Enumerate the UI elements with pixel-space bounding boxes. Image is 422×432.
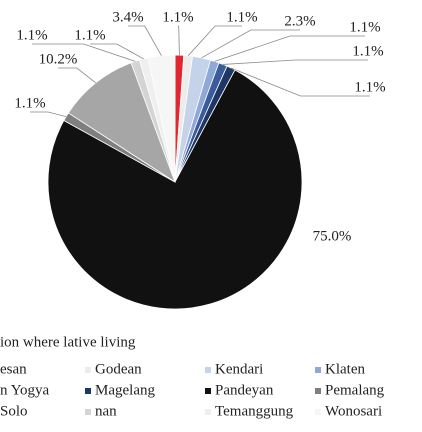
legend-marker: [315, 409, 321, 415]
leader-line: [30, 111, 67, 118]
legend-marker: [205, 409, 211, 415]
legend-label: Magelang: [95, 382, 155, 398]
leader-line: [230, 67, 370, 97]
data-label: 75.0%: [313, 228, 352, 244]
legend-marker: [85, 388, 91, 394]
legend-marker: [85, 409, 91, 415]
legend-marker: [85, 367, 91, 373]
legend-marker: [205, 388, 211, 394]
leader-line: [201, 29, 300, 59]
leader-line: [58, 67, 96, 84]
leader-line: [187, 25, 242, 56]
legend-label: Klaten: [325, 361, 365, 377]
data-label: 1.1%: [354, 79, 385, 95]
data-label: 2.3%: [284, 13, 315, 29]
leader-line: [128, 25, 162, 56]
legend-label: Pandeyan: [215, 382, 274, 398]
data-label: 1.1%: [226, 9, 257, 25]
legend-title: ion where lative living: [0, 334, 136, 350]
legend-label: Pemalang: [325, 382, 385, 398]
data-label: 1.1%: [162, 9, 193, 25]
data-label: 1.1%: [74, 27, 105, 43]
leader-line: [222, 59, 368, 65]
legend-marker: [315, 367, 321, 373]
data-label: 3.4%: [112, 9, 143, 25]
legend-label: nan: [95, 403, 117, 419]
data-label: 1.1%: [16, 27, 47, 43]
leader-line: [178, 25, 180, 56]
pie-slice: [47, 69, 303, 310]
data-label: 1.1%: [349, 19, 380, 35]
legend-marker: [205, 367, 211, 373]
pie-slice: [67, 62, 176, 183]
leader-line: [90, 43, 144, 60]
legend-label: n Yogya: [0, 382, 50, 398]
legend-label: Wonosari: [325, 403, 382, 419]
data-label: 1.1%: [14, 95, 45, 111]
leader-line: [32, 43, 136, 62]
legend-label: esan: [0, 361, 27, 377]
data-label: 10.2%: [39, 51, 78, 67]
legend-label: Temanggung: [215, 403, 294, 419]
legend-label: Kendari: [215, 361, 263, 377]
leader-line: [214, 35, 365, 62]
legend-label: Godean: [95, 361, 142, 377]
legend-marker: [315, 388, 321, 394]
data-label: 1.1%: [352, 43, 383, 59]
legend-label: Solo: [0, 403, 28, 419]
